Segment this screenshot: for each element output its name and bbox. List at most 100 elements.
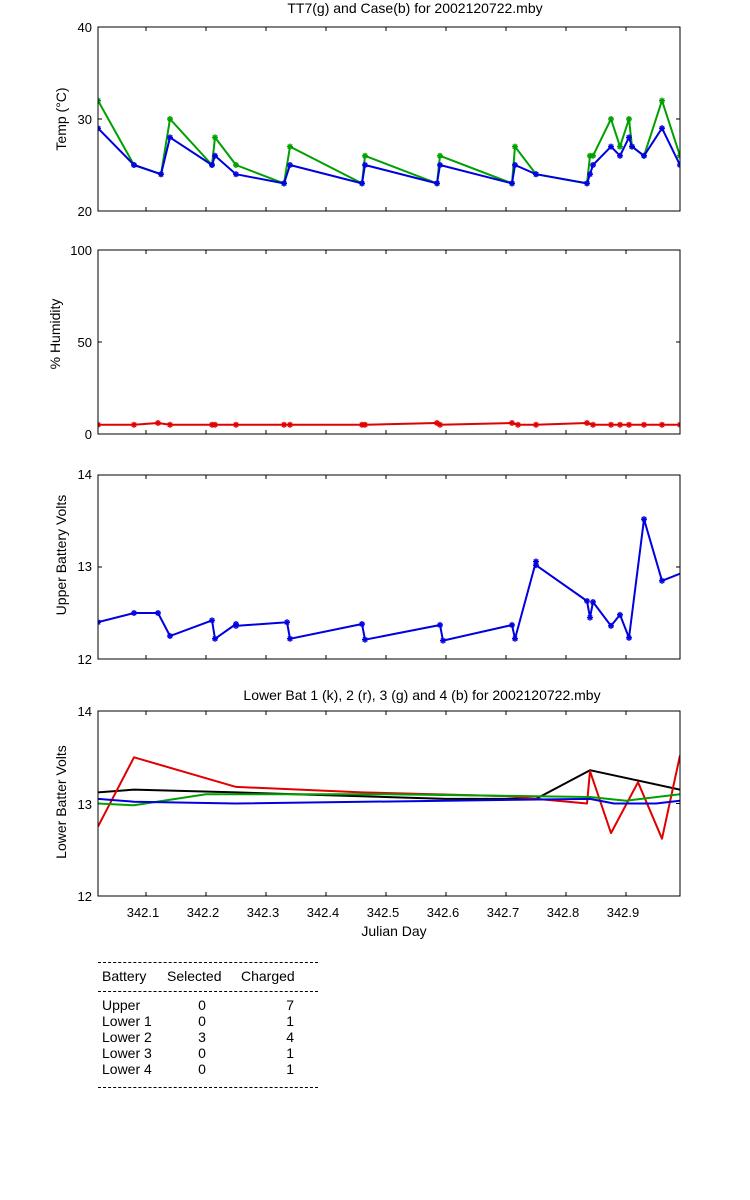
data-point-d1 — [98, 621, 101, 625]
data-point — [167, 633, 173, 639]
data-point — [590, 162, 596, 168]
xtick-label-7: 342.8 — [547, 905, 580, 920]
data-point — [626, 421, 632, 428]
data-point — [677, 152, 680, 159]
cell-selected: 0 — [198, 997, 206, 1013]
data-point-d2 — [287, 143, 293, 150]
data-point-d1 — [98, 99, 101, 104]
data-point-d1 — [681, 163, 685, 167]
data-point — [212, 635, 218, 642]
data-point — [98, 619, 101, 626]
series-group-3 — [98, 755, 680, 840]
data-point — [587, 171, 593, 178]
data-point-d2 — [641, 516, 647, 522]
data-point — [131, 610, 137, 616]
data-point — [437, 152, 443, 159]
data-point-d2 — [677, 164, 680, 168]
cell-battery: Upper — [102, 997, 141, 1013]
data-point-d2 — [98, 422, 101, 426]
data-point — [440, 637, 446, 644]
data-point — [233, 171, 239, 178]
upper-ytick-1: 13 — [78, 559, 92, 574]
data-point-d2 — [608, 143, 614, 150]
table-rule-top — [98, 962, 318, 963]
table-row: Lower 4 0 1 — [98, 1061, 318, 1077]
battery-summary-table: Battery Selected Charged Upper 0 7 Lower… — [98, 962, 318, 1088]
temp-ytick-0: 20 — [78, 204, 92, 219]
cell-charged: 4 — [286, 1029, 294, 1045]
data-point — [212, 421, 218, 428]
table-row: Lower 1 0 1 — [98, 1013, 318, 1029]
data-point-d2 — [359, 621, 365, 627]
data-point-d2 — [533, 422, 539, 428]
data-point-d2 — [362, 162, 368, 168]
humidity-ytick-2: 100 — [70, 243, 92, 258]
data-point-d2 — [584, 420, 590, 426]
data-point-d2 — [641, 153, 647, 159]
data-point — [626, 116, 632, 122]
cell-selected: 0 — [198, 1045, 206, 1061]
data-point — [509, 180, 515, 187]
series-line-lower-4 — [98, 797, 680, 805]
temp-ylabel: Temp (°C) — [53, 87, 69, 150]
data-point-d2 — [287, 636, 293, 642]
data-point-d2 — [681, 163, 685, 167]
data-point — [209, 162, 215, 168]
data-point-d2 — [509, 180, 515, 187]
data-point-d2 — [440, 637, 446, 644]
data-point — [608, 116, 614, 122]
table-row: Lower 3 0 1 — [98, 1045, 318, 1061]
data-point — [677, 162, 680, 168]
xtick-label-6: 342.7 — [487, 905, 520, 920]
data-point-d2 — [590, 162, 596, 168]
xtick-label-0: 342.1 — [127, 905, 160, 920]
data-point-d2 — [512, 636, 518, 642]
series-line-lower-3 — [98, 793, 680, 807]
lower-battery-title: Lower Bat 1 (k), 2 (r), 3 (g) and 4 (b) … — [243, 687, 600, 703]
data-point — [287, 143, 293, 150]
data-point — [617, 152, 623, 159]
data-point-d2 — [681, 163, 685, 167]
data-point — [608, 143, 614, 150]
data-point — [617, 611, 623, 618]
xtick-label-3: 342.4 — [307, 905, 340, 920]
data-point-d2 — [98, 125, 101, 130]
data-point-d2 — [167, 633, 173, 639]
temp-panel: TT7(g) and Case(b) for 2002120722.mby Te… — [53, 0, 686, 219]
data-point-d1 — [681, 570, 685, 574]
plot-frame-0 — [97, 26, 681, 212]
data-point — [362, 421, 368, 428]
data-point-d2 — [587, 614, 593, 621]
data-point — [212, 152, 218, 159]
lower-ytick-2: 14 — [78, 704, 92, 719]
data-point — [617, 143, 623, 150]
data-point-d1 — [98, 423, 101, 428]
plot-frame-2 — [97, 474, 681, 660]
data-point — [281, 180, 287, 187]
data-point-d2 — [362, 637, 368, 643]
header-battery: Battery — [102, 968, 147, 984]
data-point — [659, 125, 665, 132]
data-point — [167, 421, 173, 428]
data-point-d2 — [98, 97, 101, 102]
data-point — [677, 421, 680, 428]
data-point — [212, 134, 218, 141]
data-point-d2 — [158, 171, 164, 177]
xtick-label-5: 342.6 — [427, 905, 460, 920]
data-point-d2 — [362, 153, 368, 159]
cell-battery: Lower 3 — [102, 1045, 152, 1061]
data-point — [659, 97, 665, 104]
data-point-d2 — [437, 162, 443, 168]
data-point — [680, 162, 686, 168]
data-point-d2 — [131, 422, 137, 428]
data-point-d2 — [281, 180, 287, 187]
data-point — [359, 180, 365, 187]
data-point-d2 — [659, 578, 665, 584]
data-point — [641, 152, 647, 159]
data-point-d2 — [509, 420, 515, 426]
data-point-d2 — [98, 619, 101, 624]
data-point-d2 — [437, 153, 443, 159]
data-point-d2 — [512, 143, 518, 150]
upper-battery-panel: Upper Battery Volts 12 13 14 — [53, 467, 685, 667]
data-point-d2 — [359, 180, 365, 187]
